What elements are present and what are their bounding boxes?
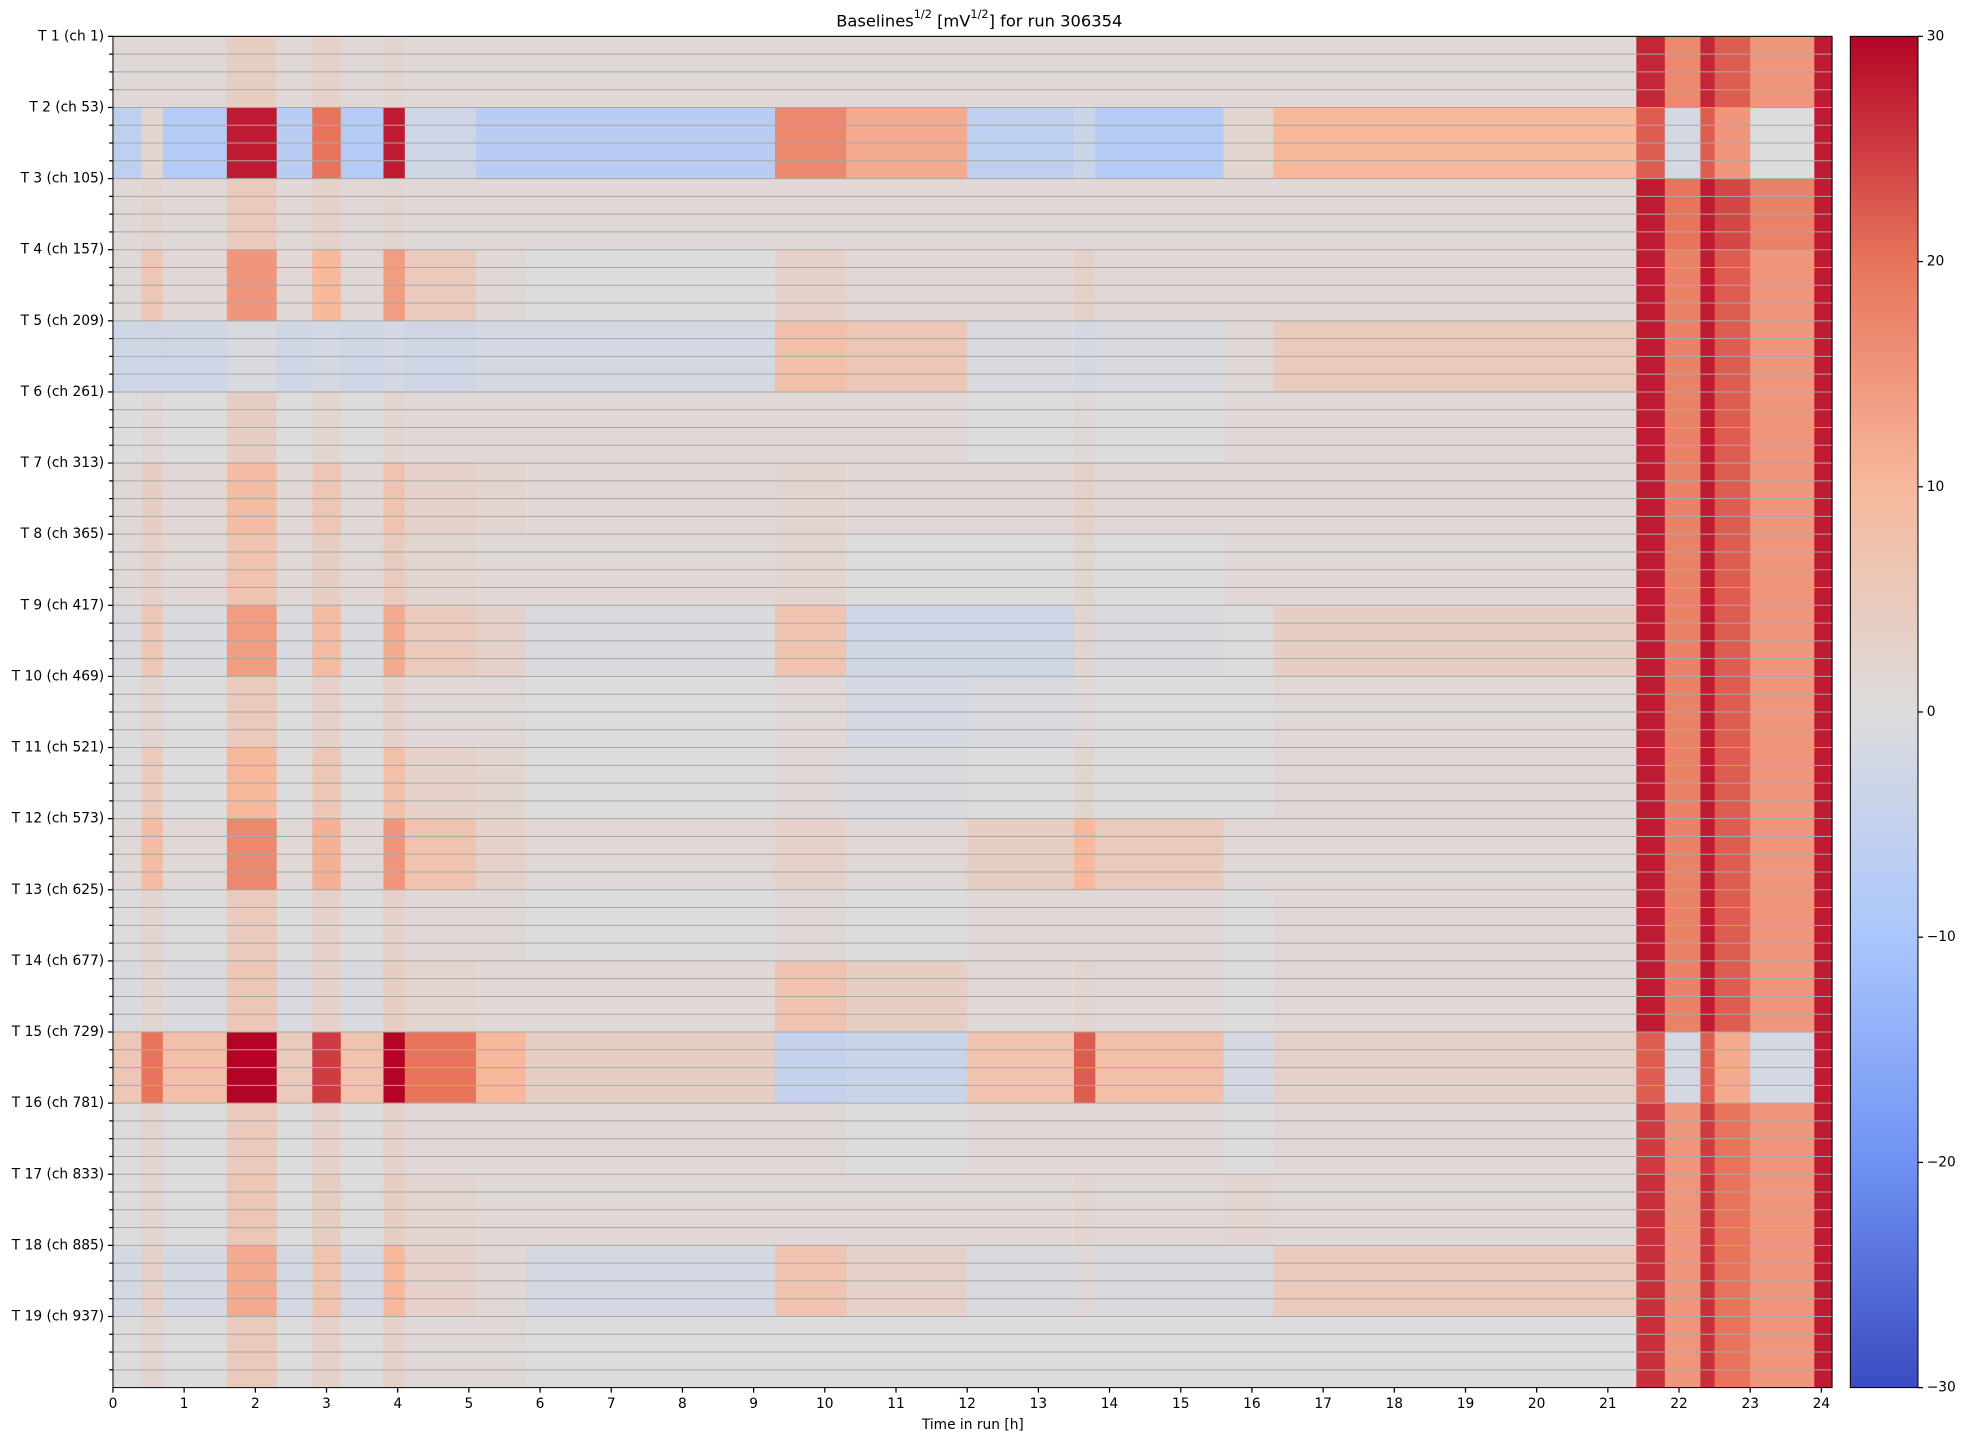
chart-title: Baselines1/2 [mV1/2] for run 306354	[810, 8, 1137, 30]
title-sup: 1/2	[970, 8, 988, 21]
x-tick-label: 7	[607, 1396, 616, 1412]
y-tick-label: T 14 (ch 677)	[11, 953, 104, 969]
plot-frame	[112, 35, 1833, 1389]
x-axis-label: Time in run [h]	[921, 1417, 1024, 1433]
y-tick-label: T 11 (ch 521)	[11, 740, 104, 756]
y-tick-label: T 13 (ch 625)	[11, 882, 104, 898]
colorbar-tick-label: 0	[1927, 704, 1936, 720]
y-tick-label: T 18 (ch 885)	[11, 1237, 104, 1253]
x-tick-label: 15	[1172, 1396, 1190, 1412]
x-tick-label: 14	[1101, 1396, 1119, 1412]
x-tick-label: 10	[816, 1396, 834, 1412]
x-tick-label: 0	[109, 1396, 118, 1412]
x-tick-label: 13	[1030, 1396, 1048, 1412]
title-sup: 1/2	[914, 8, 932, 21]
x-tick-label: 9	[749, 1396, 758, 1412]
x-tick-label: 11	[887, 1396, 905, 1412]
colorbar	[1849, 35, 1919, 1389]
title-part: ] for run 306354	[989, 11, 1123, 30]
x-tick-label: 1	[180, 1396, 189, 1412]
y-tick-label: T 16 (ch 781)	[11, 1095, 104, 1111]
y-tick-label: T 6 (ch 261)	[20, 384, 105, 400]
y-tick-label: T 3 (ch 105)	[20, 171, 105, 187]
y-tick-label: T 5 (ch 209)	[20, 313, 105, 329]
y-tick-label: T 12 (ch 573)	[11, 811, 104, 827]
x-tick-label: 23	[1741, 1396, 1759, 1412]
y-tick-label: T 19 (ch 937)	[11, 1308, 104, 1324]
colorbar-tick-label: 30	[1927, 28, 1945, 44]
x-tick-label: 19	[1457, 1396, 1475, 1412]
colorbar-tick-label: 20	[1927, 254, 1945, 270]
y-tick-label: T 2 (ch 53)	[28, 99, 104, 115]
y-tick-label: T 8 (ch 365)	[20, 526, 105, 542]
x-tick-label: 17	[1314, 1396, 1332, 1412]
colorbar-tick-label: −20	[1927, 1154, 1956, 1170]
y-tick-label: T 4 (ch 157)	[20, 242, 105, 258]
x-tick-label: 6	[536, 1396, 545, 1412]
y-tick-label: T 9 (ch 417)	[20, 597, 105, 613]
colorbar-tick-label: −10	[1927, 929, 1956, 945]
x-tick-label: 8	[678, 1396, 687, 1412]
x-tick-label: 18	[1386, 1396, 1404, 1412]
title-part: [mV	[932, 11, 971, 30]
x-tick-label: 2	[251, 1396, 260, 1412]
colorbar-tick-label: 10	[1927, 479, 1945, 495]
x-tick-label: 21	[1599, 1396, 1617, 1412]
x-tick-label: 20	[1528, 1396, 1546, 1412]
x-tick-label: 5	[465, 1396, 474, 1412]
y-tick-label: T 10 (ch 469)	[11, 668, 104, 684]
y-tick-label: T 15 (ch 729)	[11, 1024, 104, 1040]
x-tick-label: 4	[393, 1396, 402, 1412]
y-tick-label: T 1 (ch 1)	[37, 28, 104, 44]
x-tick-label: 16	[1243, 1396, 1261, 1412]
x-tick-label: 22	[1670, 1396, 1688, 1412]
title-part: Baselines	[836, 11, 914, 30]
x-tick-label: 24	[1813, 1396, 1831, 1412]
x-tick-label: 12	[958, 1396, 976, 1412]
x-tick-label: 3	[322, 1396, 331, 1412]
y-tick-label: T 7 (ch 313)	[20, 455, 105, 471]
y-tick-label: T 17 (ch 833)	[11, 1166, 104, 1182]
colorbar-tick-label: −30	[1927, 1380, 1956, 1396]
